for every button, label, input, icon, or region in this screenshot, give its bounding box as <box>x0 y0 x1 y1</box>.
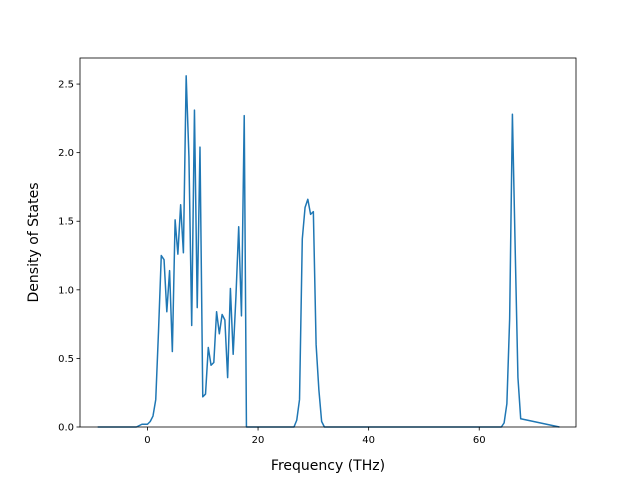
y-tick-label: 1.0 <box>58 285 74 296</box>
y-axis-title: Density of States <box>26 183 42 303</box>
x-tick-label: 40 <box>362 435 375 446</box>
dos-series-line-0 <box>97 75 560 428</box>
y-tick-label: 2.0 <box>58 148 74 159</box>
y-tick-label: 0.5 <box>58 354 74 365</box>
x-ticks: 0 20 40 60 <box>144 427 486 446</box>
y-tick-label: 0.0 <box>58 423 74 434</box>
y-ticks: 0.0 0.5 1.0 1.5 2.0 2.5 <box>58 80 80 434</box>
plot-frame <box>79 57 577 428</box>
y-tick-label: 1.5 <box>58 217 74 228</box>
plot-area <box>80 58 576 427</box>
x-axis-title: Frequency (THz) <box>271 458 385 474</box>
y-tick-label: 2.5 <box>58 80 74 91</box>
x-tick-label: 20 <box>252 435 265 446</box>
x-tick-label: 0 <box>144 435 150 446</box>
x-tick-label: 60 <box>473 435 486 446</box>
line-layer <box>97 75 560 428</box>
